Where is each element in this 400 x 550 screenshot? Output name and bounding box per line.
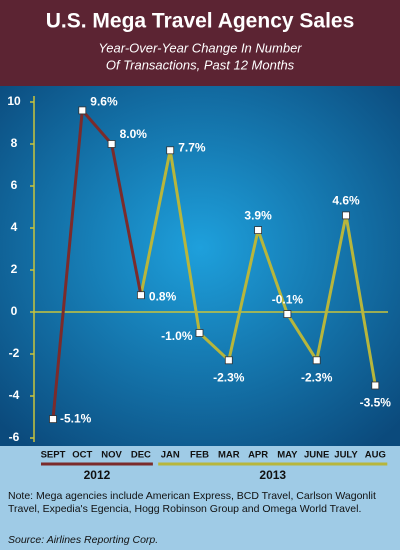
chart: U.S. Mega Travel Agency Sales Year-Over-… bbox=[0, 0, 400, 483]
marker bbox=[312, 356, 321, 365]
marker bbox=[107, 140, 116, 148]
x-tick-label: JUNE bbox=[304, 450, 329, 461]
chart-subtitle: Year-Over-Year Change In Number bbox=[98, 40, 302, 55]
chart-subtitle: Of Transactions, Past 12 Months bbox=[106, 57, 295, 72]
x-tick-label: SEPT bbox=[41, 450, 66, 461]
marker bbox=[78, 106, 87, 115]
source: Source: Airlines Reporting Corp. bbox=[8, 534, 159, 546]
x-tick-label: MAY bbox=[277, 450, 298, 461]
marker bbox=[224, 356, 233, 365]
title-band bbox=[0, 0, 400, 86]
y-tick-label: -4 bbox=[9, 388, 20, 402]
note: Note: Mega agencies include American Exp… bbox=[8, 490, 376, 515]
y-tick-label: 8 bbox=[11, 136, 18, 150]
value-label: 0.8% bbox=[149, 289, 177, 303]
y-tick-label: 10 bbox=[7, 94, 21, 108]
group-label: 2013 bbox=[259, 468, 286, 482]
y-tick-label: 0 bbox=[11, 304, 18, 318]
line bbox=[51, 108, 143, 420]
x-tick-label: DEC bbox=[131, 450, 151, 461]
value-label: 4.6% bbox=[332, 194, 360, 208]
value-label: -2.3% bbox=[301, 370, 333, 384]
y-tick-label: 2 bbox=[11, 262, 18, 276]
value-label: -0.1% bbox=[272, 292, 304, 306]
x-tick-label: FEB bbox=[190, 450, 209, 461]
x-tick-label: JULY bbox=[334, 450, 358, 461]
marker bbox=[195, 329, 204, 337]
marker bbox=[342, 211, 350, 220]
value-label: 7.7% bbox=[178, 140, 206, 154]
y-tick-label: -2 bbox=[9, 346, 20, 360]
group-label: 2012 bbox=[84, 468, 111, 482]
x-tick-label: AUG bbox=[365, 450, 386, 461]
value-label: -3.5% bbox=[360, 396, 392, 410]
y-tick-label: 4 bbox=[11, 220, 18, 234]
value-label: -2.3% bbox=[213, 370, 245, 384]
marker bbox=[136, 291, 145, 300]
marker bbox=[254, 226, 263, 235]
marker bbox=[283, 310, 292, 319]
line bbox=[168, 150, 377, 386]
chart-title: U.S. Mega Travel Agency Sales bbox=[46, 10, 355, 33]
marker bbox=[166, 146, 175, 155]
marker bbox=[49, 415, 57, 424]
x-tick-label: OCT bbox=[72, 450, 92, 461]
value-label: -1.0% bbox=[161, 329, 193, 343]
value-label: -5.1% bbox=[60, 411, 92, 425]
y-tick-label: 6 bbox=[11, 178, 18, 192]
y-tick-label: -6 bbox=[9, 430, 20, 444]
x-tick-label: MAR bbox=[218, 450, 240, 461]
connector bbox=[139, 150, 172, 296]
value-label: 8.0% bbox=[120, 127, 148, 141]
value-label: 3.9% bbox=[244, 208, 272, 222]
x-tick-label: APR bbox=[248, 450, 268, 461]
x-tick-label: JAN bbox=[161, 450, 180, 461]
value-label: 9.6% bbox=[90, 95, 118, 109]
x-tick-label: NOV bbox=[101, 450, 122, 461]
marker bbox=[371, 381, 380, 390]
